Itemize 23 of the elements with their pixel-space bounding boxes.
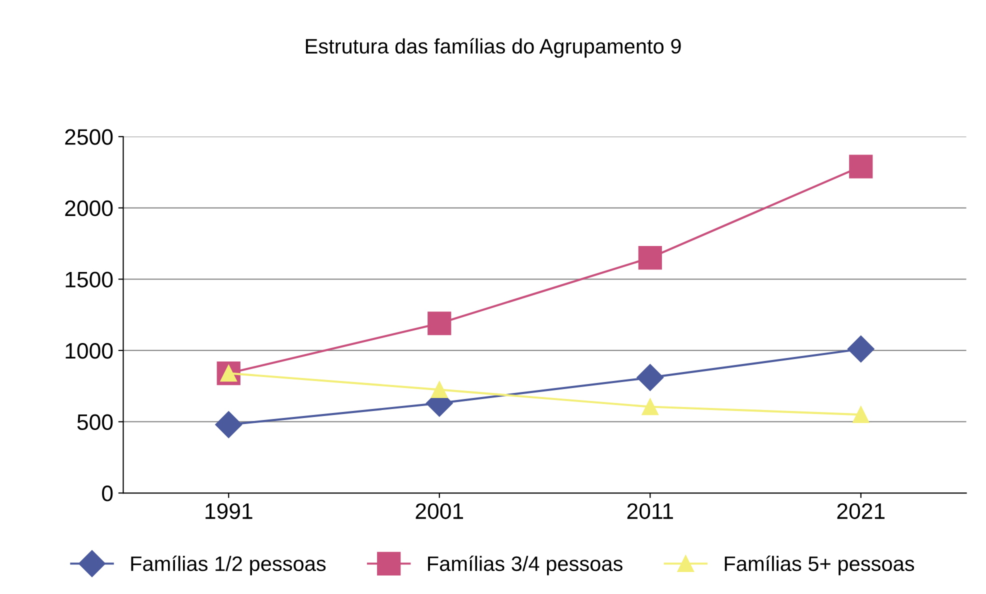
x-tick-label: 2021 — [837, 503, 885, 520]
x-tick-label: 2001 — [416, 503, 464, 520]
y-tick-label: 0 — [102, 486, 113, 502]
point — [431, 381, 448, 398]
point — [638, 246, 662, 270]
y-tick-label: 2500 — [65, 129, 113, 145]
point — [636, 364, 664, 392]
legend-label: Famílias 3/4 pessoas — [428, 556, 622, 576]
point — [849, 154, 873, 178]
point — [428, 312, 452, 336]
point — [642, 398, 658, 416]
legend-label: Famílias 1/2 pessoas — [131, 556, 326, 576]
point — [852, 406, 870, 423]
y-tick-label: 500 — [77, 414, 113, 430]
y-tick-label: 1000 — [66, 342, 113, 359]
y-tick-label: 1500 — [66, 272, 113, 288]
chart-title: Estrutura das famílias do Agrupamento 9 — [306, 38, 681, 58]
point — [847, 336, 874, 362]
x-tick-label: 1991 — [206, 503, 252, 520]
x-tick-label: 2011 — [627, 503, 673, 520]
legend-label: Famílias 5+ pessoas — [724, 556, 914, 576]
point — [215, 411, 242, 438]
y-tick-label: 2000 — [65, 200, 113, 216]
